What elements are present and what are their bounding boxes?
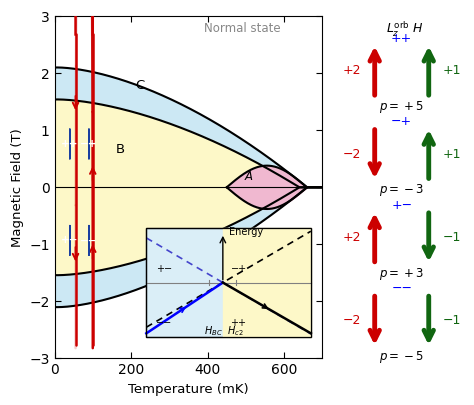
Text: ++: ++ [230,318,246,328]
Text: −−: −− [156,318,172,328]
Y-axis label: Magnetic Field (T): Magnetic Field (T) [10,128,24,247]
Polygon shape [55,100,322,275]
Text: ++: ++ [391,32,412,45]
Text: −1: −1 [442,314,461,327]
Text: +1: +1 [442,64,461,77]
X-axis label: Temperature (mK): Temperature (mK) [128,383,249,396]
Text: +2: +2 [343,231,361,244]
Text: +−: +− [61,235,79,245]
Text: $p = +3$: $p = +3$ [379,266,424,282]
FancyBboxPatch shape [146,228,311,337]
Text: $p = +5$: $p = +5$ [379,99,424,115]
Text: −−: −− [391,282,412,295]
Text: +2: +2 [343,64,361,77]
Text: $L_z^{\mathrm{orb}}\ H$: $L_z^{\mathrm{orb}}\ H$ [385,19,423,39]
Text: −−: −− [80,235,98,245]
Text: B: B [116,143,125,156]
Text: $p = −3$: $p = −3$ [379,182,424,198]
Text: −2: −2 [343,147,361,160]
Text: $H_{c2}$: $H_{c2}$ [228,324,244,338]
Text: ++: ++ [61,139,79,149]
Text: A: A [245,170,253,183]
Text: +−: +− [391,198,412,211]
Text: $H_{BC}$: $H_{BC}$ [204,324,223,338]
Text: C: C [135,79,144,92]
Text: −2: −2 [343,314,361,327]
Text: Energy: Energy [228,227,263,237]
Text: −1: −1 [442,231,461,244]
Text: +1: +1 [442,147,461,160]
Text: $p = −5$: $p = −5$ [379,349,424,365]
Polygon shape [55,68,322,187]
Text: −+: −+ [230,264,246,274]
Text: Normal state: Normal state [204,22,280,35]
Polygon shape [55,187,322,307]
Text: −+: −+ [80,139,98,149]
Text: −+: −+ [391,115,412,128]
Text: +−: +− [156,264,172,274]
